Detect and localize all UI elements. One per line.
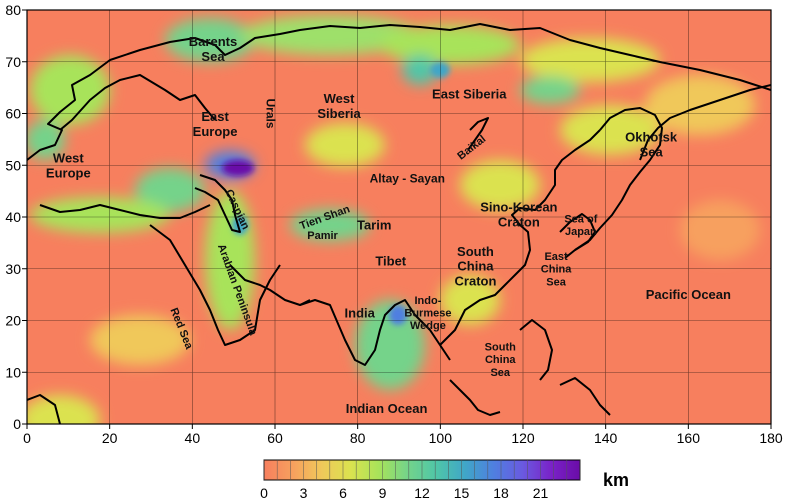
region-label-line: Europe — [193, 124, 238, 139]
region-label-tibet: Tibet — [375, 254, 406, 269]
colorbar-unit: km — [603, 470, 629, 490]
region-label-line: East — [544, 251, 568, 263]
y-tick-label: 20 — [5, 313, 21, 329]
x-tick-label: 20 — [102, 430, 118, 446]
region-label-india: India — [345, 305, 376, 320]
region-label-line: West — [324, 91, 355, 106]
x-tick-label: 40 — [185, 430, 201, 446]
colorbar-tick-label: 0 — [260, 485, 268, 501]
region-label-line: Wedge — [410, 320, 446, 332]
colorbar-tick-label: 9 — [379, 485, 387, 501]
region-label-line: Sea — [490, 367, 510, 379]
region-label-line: Indian Ocean — [346, 401, 428, 416]
colorbar-tick-label: 12 — [414, 485, 430, 501]
colorbar-tick-label: 18 — [493, 485, 509, 501]
region-label-line: Craton — [455, 274, 497, 289]
thickness-field — [27, 15, 760, 424]
region-label-line: Craton — [498, 214, 540, 229]
colorbar-tick-label: 21 — [533, 485, 549, 501]
region-label-line: India — [345, 305, 376, 320]
region-label-line: China — [457, 259, 494, 274]
region-label-urals: Urals — [264, 98, 278, 128]
x-tick-label: 80 — [350, 430, 366, 446]
region-label-line: East Siberia — [432, 86, 507, 101]
region-label-altay: Altay - Sayan — [370, 171, 445, 185]
region-label-indian: Indian Ocean — [346, 401, 428, 416]
x-tick-label: 60 — [267, 430, 283, 446]
region-label-line: Burmese — [404, 308, 451, 320]
y-tick-label: 70 — [5, 54, 21, 70]
region-label-line: East — [201, 109, 229, 124]
region-label-esib: East Siberia — [432, 86, 507, 101]
map-plot: 0 20 40 60 80 100 120 140 160 180 0 10 20 30 40 50 60 70… — [5, 2, 782, 446]
region-label-tarim: Tarim — [357, 217, 391, 232]
coastlines — [27, 23, 771, 424]
x-tick-label: 0 — [23, 430, 31, 446]
region-label-line: West — [53, 150, 84, 165]
colorbar-tick-label: 3 — [300, 485, 308, 501]
region-label-line: Sea — [640, 145, 664, 160]
y-tick-label: 0 — [13, 416, 21, 432]
x-tick-label: 160 — [677, 430, 701, 446]
region-label-line: Europe — [46, 165, 91, 180]
region-label-line: Pamir — [307, 230, 338, 242]
region-label-line: Indo- — [414, 295, 441, 307]
x-tick-label: 140 — [594, 430, 618, 446]
y-tick-label: 50 — [5, 157, 21, 173]
x-tick-label: 180 — [759, 430, 783, 446]
y-tick-label: 30 — [5, 261, 21, 277]
region-label-line: South — [457, 244, 494, 259]
region-label-line: Okhotsk — [625, 130, 678, 145]
y-tick-label: 60 — [5, 106, 21, 122]
region-label-line: Urals — [264, 98, 278, 128]
region-label-line: Japan — [565, 226, 597, 238]
region-label-line: China — [541, 264, 572, 276]
region-label-line: Pacific Ocean — [646, 287, 731, 302]
colorbar-tick-label: 15 — [454, 485, 470, 501]
y-axis: 0 10 20 30 40 50 60 70 80 — [5, 2, 27, 432]
region-label-line: Tibet — [375, 254, 406, 269]
y-tick-label: 80 — [5, 2, 21, 18]
region-label-line: Barents — [189, 34, 237, 49]
region-label-line: Siberia — [317, 106, 361, 121]
region-label-line: South — [485, 342, 516, 354]
x-tick-label: 120 — [511, 430, 535, 446]
y-tick-label: 10 — [5, 364, 21, 380]
region-label-line: Sea — [201, 49, 225, 64]
x-axis: 0 20 40 60 80 100 120 140 160 180 — [23, 424, 783, 446]
region-label-line: China — [485, 354, 516, 366]
x-tick-label: 100 — [429, 430, 453, 446]
region-label-line: Sea — [546, 276, 566, 288]
colorbar: 0 3 6 9 12 15 18 21 km — [260, 459, 629, 501]
y-tick-label: 40 — [5, 209, 21, 225]
region-label-pamir: Pamir — [307, 230, 338, 242]
region-label-line: Tarim — [357, 217, 391, 232]
region-label-line: Altay - Sayan — [370, 171, 445, 185]
region-label-line: Sino-Korean — [480, 199, 557, 214]
region-label-line: Sea of — [564, 213, 597, 225]
colorbar-tick-label: 6 — [339, 485, 347, 501]
region-label-pacific: Pacific Ocean — [646, 287, 731, 302]
colorbar-ticks: 0 3 6 9 12 15 18 21 — [260, 460, 581, 501]
